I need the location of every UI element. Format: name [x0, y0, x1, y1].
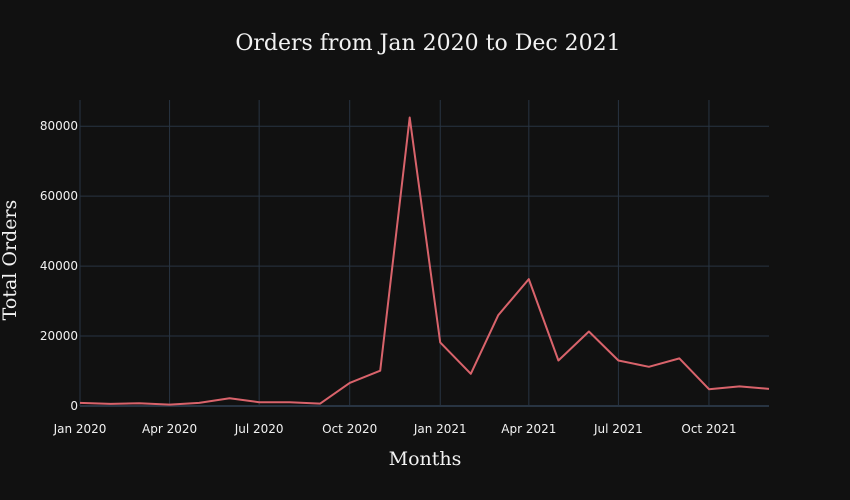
y-gridlines [80, 125, 769, 407]
data-point[interactable] [766, 386, 772, 392]
data-point[interactable] [526, 276, 532, 282]
data-point[interactable] [736, 383, 742, 389]
data-point[interactable] [646, 364, 652, 370]
data-point[interactable] [586, 329, 592, 335]
data-point[interactable] [167, 402, 173, 408]
data-point[interactable] [407, 114, 413, 120]
data-point[interactable] [136, 400, 142, 406]
x-tick-label: Apr 2021 [501, 422, 556, 436]
data-point[interactable] [196, 400, 202, 406]
x-tick-label: Jul 2020 [234, 422, 284, 436]
x-tick-label: Oct 2021 [681, 422, 736, 436]
data-point[interactable] [615, 358, 621, 364]
series-layer [79, 114, 772, 408]
data-point[interactable] [317, 401, 323, 407]
x-gridlines [79, 100, 710, 406]
y-tick-label: 0 [70, 399, 78, 413]
data-point[interactable] [377, 368, 383, 374]
x-tick-label: Apr 2020 [142, 422, 197, 436]
chart-title: Orders from Jan 2020 to Dec 2021 [235, 31, 620, 56]
data-point[interactable] [437, 339, 443, 345]
x-tick-label: Jan 2021 [413, 422, 467, 436]
y-axis-title: Total Orders [0, 200, 21, 321]
data-point[interactable] [108, 401, 114, 407]
x-tick-label: Oct 2020 [322, 422, 377, 436]
y-tick-label: 20000 [40, 329, 78, 343]
data-point[interactable] [495, 312, 501, 318]
x-tick-label: Jan 2020 [53, 422, 107, 436]
data-point[interactable] [347, 380, 353, 386]
data-point[interactable] [468, 371, 474, 377]
data-point[interactable] [287, 399, 293, 405]
y-tick-labels: 0 20000 40000 60000 80000 [40, 119, 78, 413]
data-point[interactable] [706, 386, 712, 392]
y-tick-label: 80000 [40, 119, 78, 133]
data-point[interactable] [256, 399, 262, 405]
x-tick-label: Jul 2021 [593, 422, 643, 436]
data-point[interactable] [555, 358, 561, 364]
data-point[interactable] [676, 355, 682, 361]
x-tick-labels: Jan 2020 Apr 2020 Jul 2020 Oct 2020 Jan 2021… [53, 422, 737, 436]
y-tick-label: 40000 [40, 259, 78, 273]
x-axis-title: Months [389, 448, 462, 470]
y-tick-label: 60000 [40, 189, 78, 203]
orders-series-line [79, 116, 770, 406]
data-point[interactable] [227, 395, 233, 401]
